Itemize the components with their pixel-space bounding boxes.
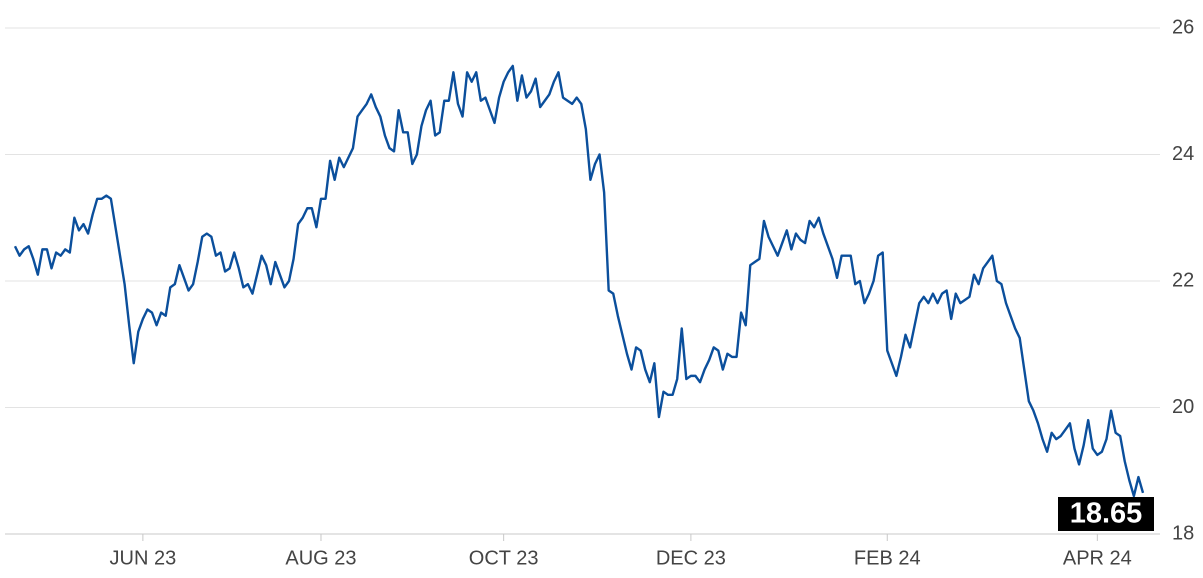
last-value-badge: 18.65 (1058, 497, 1154, 531)
x-tick-label: AUG 23 (285, 547, 356, 569)
y-tick-label: 22 (1172, 269, 1194, 291)
y-tick-label: 26 (1172, 16, 1194, 38)
x-tick-label: OCT 23 (469, 547, 539, 569)
x-tick-label: APR 24 (1063, 547, 1132, 569)
y-tick-label: 18 (1172, 522, 1194, 544)
x-tick-label: JUN 23 (110, 547, 177, 569)
x-tick-label: FEB 24 (854, 547, 921, 569)
x-tick-label: DEC 23 (656, 547, 726, 569)
price-line (13, 64, 1145, 498)
y-tick-label: 20 (1172, 396, 1194, 418)
last-value: 18.65 (1070, 498, 1143, 530)
y-tick-label: 24 (1172, 143, 1194, 165)
badge-bg (1058, 497, 1154, 531)
